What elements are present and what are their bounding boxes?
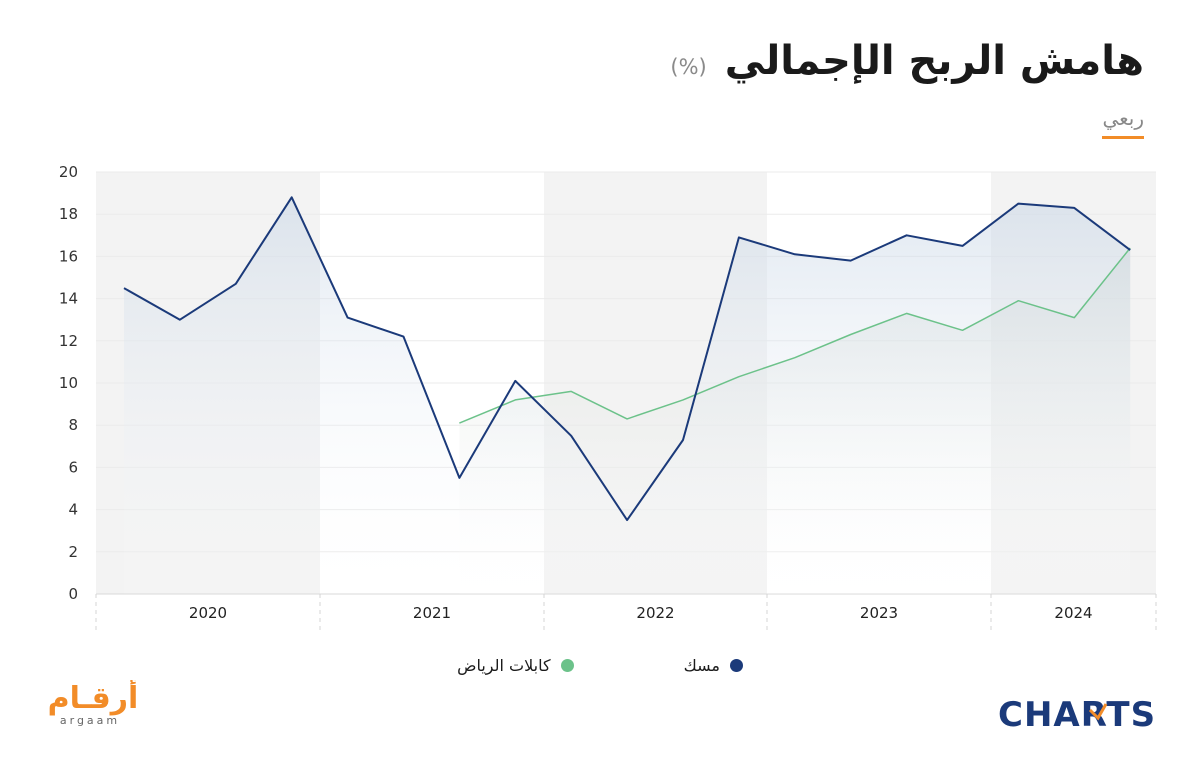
chart-title: هامش الربح الإجمالي xyxy=(724,38,1145,84)
y-tick-label-0: 0 xyxy=(68,585,78,603)
tab-quarterly[interactable]: ربعي xyxy=(1102,106,1144,139)
legend-marker-riyadh-cables xyxy=(560,659,574,672)
x-tick-label-2022: 2022 xyxy=(636,604,674,622)
x-axis: 2020 2021 2022 2023 2024 xyxy=(95,593,1157,634)
x-tick-label-2020: 2020 xyxy=(189,604,227,622)
legend-label-riyadh-cables: كابلات الرياض xyxy=(457,656,551,675)
y-tick-label-4: 4 xyxy=(68,501,78,519)
y-tick-label-2: 2 xyxy=(68,543,78,561)
y-tick-label-12: 12 xyxy=(59,332,78,350)
argaam-logo: أرقـام argaam xyxy=(48,680,139,727)
legend-marker-misk xyxy=(729,659,743,672)
y-tick-label-10: 10 xyxy=(59,374,78,392)
charts-logo: CHARTS xyxy=(998,695,1156,735)
y-tick-label-18: 18 xyxy=(59,205,78,223)
legend: مسك كابلات الرياض xyxy=(0,656,1200,675)
x-tick-label-2023: 2023 xyxy=(860,604,898,622)
y-axis: 0 2 4 6 8 10 12 14 16 18 20 xyxy=(59,163,78,603)
gross-margin-chart: 0 2 4 6 8 10 12 14 16 18 20 2020 2021 2022 2023 2024 xyxy=(59,163,1157,634)
y-tick-label-6: 6 xyxy=(68,458,78,476)
argaam-logo-arabic: أرقـام xyxy=(48,680,139,716)
charts-logo-text: CHARTS xyxy=(998,695,1156,735)
y-tick-label-16: 16 xyxy=(59,247,78,265)
chart-header: هامش الربح الإجمالي (%) xyxy=(670,38,1144,84)
chart-unit: (%) xyxy=(670,55,707,79)
y-tick-label-14: 14 xyxy=(59,290,78,308)
series-lines xyxy=(123,196,1131,522)
charts-logo-accent-icon xyxy=(1088,703,1108,721)
legend-label-misk: مسك xyxy=(683,656,720,675)
x-tick-label-2021: 2021 xyxy=(413,604,451,622)
y-tick-label-20: 20 xyxy=(59,163,78,181)
series-areas xyxy=(124,197,1131,595)
legend-item-misk[interactable]: مسك xyxy=(684,656,743,675)
x-tick-label-2024: 2024 xyxy=(1054,604,1092,622)
y-tick-label-8: 8 xyxy=(68,416,78,434)
area-misk xyxy=(124,197,1131,595)
legend-item-riyadh-cables[interactable]: كابلات الرياض xyxy=(457,656,574,675)
argaam-logo-latin: argaam xyxy=(60,714,120,727)
